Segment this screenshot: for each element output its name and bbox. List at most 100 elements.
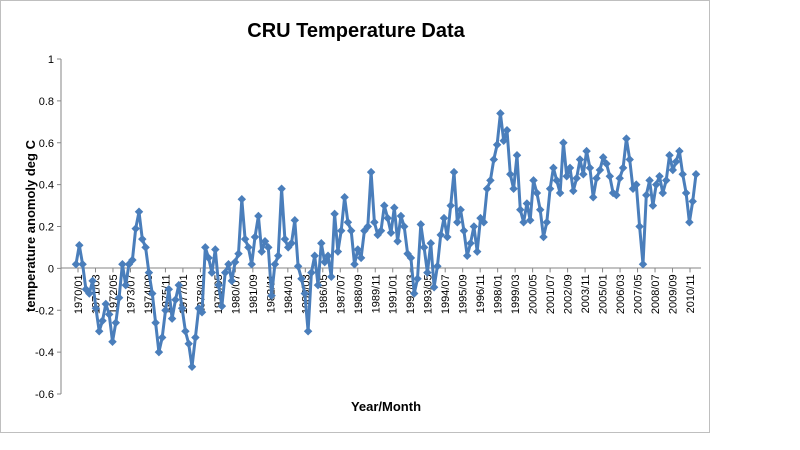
data-point (244, 243, 253, 252)
data-point (164, 285, 174, 294)
data-point (151, 318, 160, 328)
data-point (108, 337, 117, 346)
data-point (555, 188, 565, 198)
chart-title: CRU Temperature Data (247, 20, 465, 42)
data-point (273, 251, 283, 261)
y-tick-label: -0.4 (35, 347, 54, 359)
x-tick-label: 2001/07 (545, 274, 557, 314)
data-point (128, 255, 137, 265)
data-point (257, 247, 266, 256)
data-point (270, 259, 280, 269)
chart-frame: CRU Temperature Data -0.6 -0.4 -0.2 0 0.2 0.4… (0, 0, 710, 433)
x-tick-label: 2006/03 (615, 274, 627, 314)
series-line (74, 111, 698, 369)
data-point (98, 316, 107, 325)
x-tick-label: 1981/09 (248, 274, 260, 314)
data-point (592, 174, 601, 183)
data-point (340, 192, 349, 202)
data-point (466, 239, 475, 248)
data-point (250, 232, 260, 242)
data-point (353, 245, 363, 254)
data-point (234, 249, 243, 258)
data-point (516, 205, 525, 215)
x-tick-label: 1988/09 (353, 274, 365, 314)
data-point (85, 289, 94, 298)
data-point (138, 234, 147, 244)
y-tick-label: -0.2 (35, 305, 54, 317)
data-point (545, 184, 555, 194)
data-point (217, 301, 227, 311)
data-point (230, 257, 240, 267)
data-point (267, 291, 276, 300)
data-point (88, 276, 97, 286)
data-point (121, 280, 130, 290)
data-point (579, 169, 588, 179)
data-point (346, 226, 356, 235)
data-point (512, 151, 522, 160)
data-point (642, 190, 651, 200)
data-point (167, 314, 177, 323)
data-point (171, 295, 180, 305)
data-point (264, 243, 273, 252)
data-point (380, 201, 389, 210)
data-point (114, 293, 124, 302)
data-point (350, 259, 359, 269)
data-point (356, 253, 366, 263)
x-tick-label: 2007/05 (633, 274, 645, 314)
data-point (429, 282, 439, 292)
data-point (486, 176, 495, 185)
data-point (572, 174, 581, 183)
data-point (101, 299, 111, 309)
data-point (277, 184, 286, 194)
y-tick-label: 0 (48, 263, 54, 275)
data-point (313, 280, 323, 290)
data-point (472, 247, 482, 256)
data-point (625, 155, 634, 164)
data-point (419, 243, 429, 252)
x-tick-label: 2002/09 (563, 274, 575, 314)
x-tick-label: 1999/03 (510, 274, 522, 314)
data-point (330, 209, 339, 219)
data-point (399, 222, 409, 231)
data-point (197, 308, 207, 317)
x-tick-label: 2003/11 (580, 274, 592, 313)
data-point (525, 215, 535, 225)
data-point (323, 251, 333, 261)
data-point (78, 259, 87, 269)
data-point (618, 163, 628, 173)
data-point (154, 347, 164, 357)
x-tick-label: 2000/05 (528, 274, 540, 314)
data-point (595, 165, 605, 175)
data-point (489, 155, 499, 164)
x-tick-label: 1993/05 (423, 274, 435, 314)
y-axis-title: temperature anomoly deg C (23, 139, 38, 312)
data-point (181, 326, 190, 336)
data-point (575, 155, 585, 164)
data-point (499, 136, 508, 145)
data-point (343, 218, 353, 227)
series-markers (71, 109, 701, 372)
data-point (211, 245, 220, 254)
data-point (157, 333, 167, 342)
x-tick-label: 1995/09 (458, 274, 470, 314)
data-point (184, 339, 193, 349)
data-point (691, 169, 701, 179)
data-point (396, 211, 406, 221)
data-point (254, 211, 263, 221)
data-point (75, 241, 84, 250)
data-point (148, 289, 157, 298)
data-point (482, 184, 492, 194)
data-point (535, 205, 545, 215)
data-point (453, 218, 462, 227)
data-point (406, 253, 416, 263)
data-point (91, 303, 101, 313)
data-point (648, 201, 658, 210)
y-tick-label: 0.4 (39, 180, 54, 192)
x-tick-label: 1996/11 (475, 274, 487, 313)
data-point (635, 222, 644, 231)
x-tick-label: 1980/07 (230, 274, 242, 314)
data-point (409, 289, 419, 298)
data-point (376, 226, 386, 235)
data-point (317, 239, 326, 248)
data-point (449, 167, 459, 177)
